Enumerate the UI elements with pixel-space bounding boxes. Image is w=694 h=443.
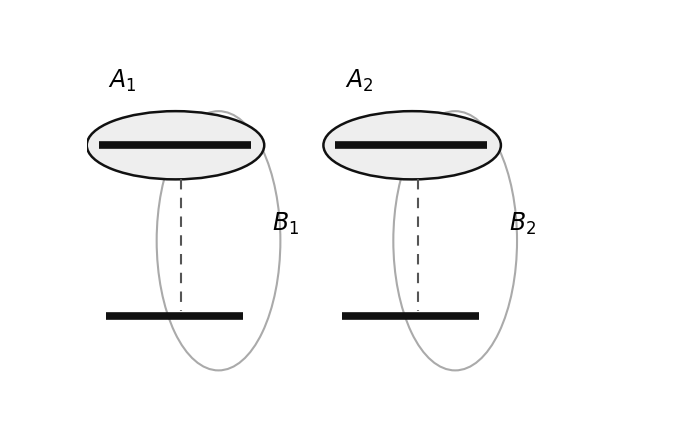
Ellipse shape xyxy=(87,111,264,179)
Text: $A_2$: $A_2$ xyxy=(345,68,373,94)
Text: $B_1$: $B_1$ xyxy=(272,210,299,237)
Text: $A_1$: $A_1$ xyxy=(108,68,137,94)
Text: $B_2$: $B_2$ xyxy=(509,210,536,237)
Ellipse shape xyxy=(157,111,280,370)
Ellipse shape xyxy=(393,111,517,370)
Ellipse shape xyxy=(323,111,501,179)
